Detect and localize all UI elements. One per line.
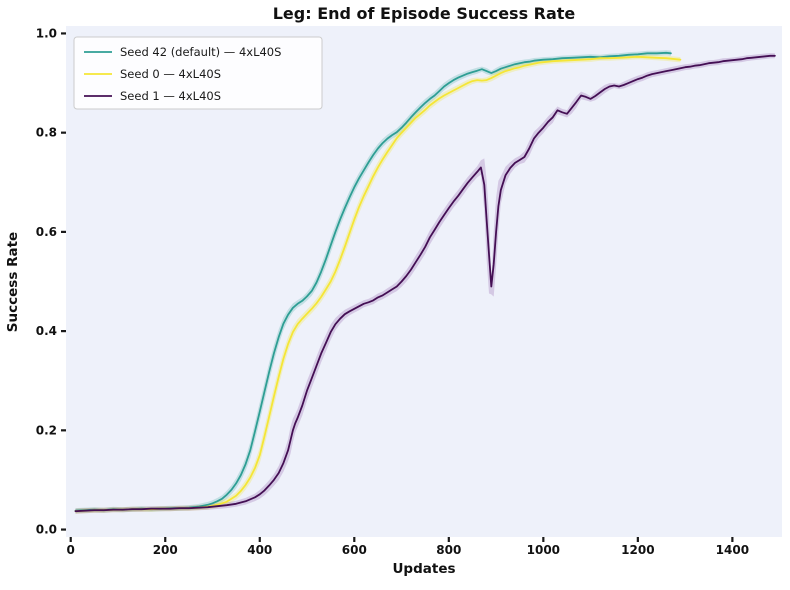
y-tick-label: 0.2 bbox=[36, 423, 57, 437]
x-tick-label: 200 bbox=[153, 543, 178, 557]
y-tick-label: 0.8 bbox=[36, 126, 57, 140]
series-line-seed-0 bbox=[74, 55, 682, 513]
y-tick-label: 1.0 bbox=[36, 26, 57, 40]
legend-label-seed-1: Seed 1 — 4xL40S bbox=[120, 89, 221, 103]
x-tick-label: 600 bbox=[342, 543, 367, 557]
y-tick-label: 0.4 bbox=[36, 324, 57, 338]
legend: Seed 42 (default) — 4xL40S Seed 0 — 4xL4… bbox=[73, 36, 323, 110]
x-tick-label: 0 bbox=[67, 543, 75, 557]
axis-ticks bbox=[61, 32, 734, 542]
x-tick-label: 1000 bbox=[527, 543, 560, 557]
y-tick-label: 0.6 bbox=[36, 225, 57, 239]
axis-tick-labels: 0 200 400 600 800 1000 1200 1400 0.0 0.2 0.4 0.6 0.8… bbox=[36, 26, 749, 557]
series-line-seed-1 bbox=[74, 54, 776, 513]
x-tick-label: 800 bbox=[436, 543, 461, 557]
x-tick-label: 1200 bbox=[621, 543, 654, 557]
legend-box bbox=[73, 36, 323, 110]
y-tick-label: 0.0 bbox=[36, 523, 57, 537]
x-axis-label: Updates bbox=[392, 561, 455, 577]
y-axis-label: Success Rate bbox=[5, 232, 21, 332]
legend-label-seed-0: Seed 0 — 4xL40S bbox=[120, 67, 221, 81]
legend-label-seed-42: Seed 42 (default) — 4xL40S bbox=[120, 45, 281, 59]
series-lines bbox=[74, 51, 776, 513]
x-tick-label: 400 bbox=[247, 543, 272, 557]
series-line-seed-42 bbox=[74, 51, 672, 512]
chart-title: Leg: End of Episode Success Rate bbox=[273, 4, 576, 23]
x-tick-label: 1400 bbox=[716, 543, 749, 557]
